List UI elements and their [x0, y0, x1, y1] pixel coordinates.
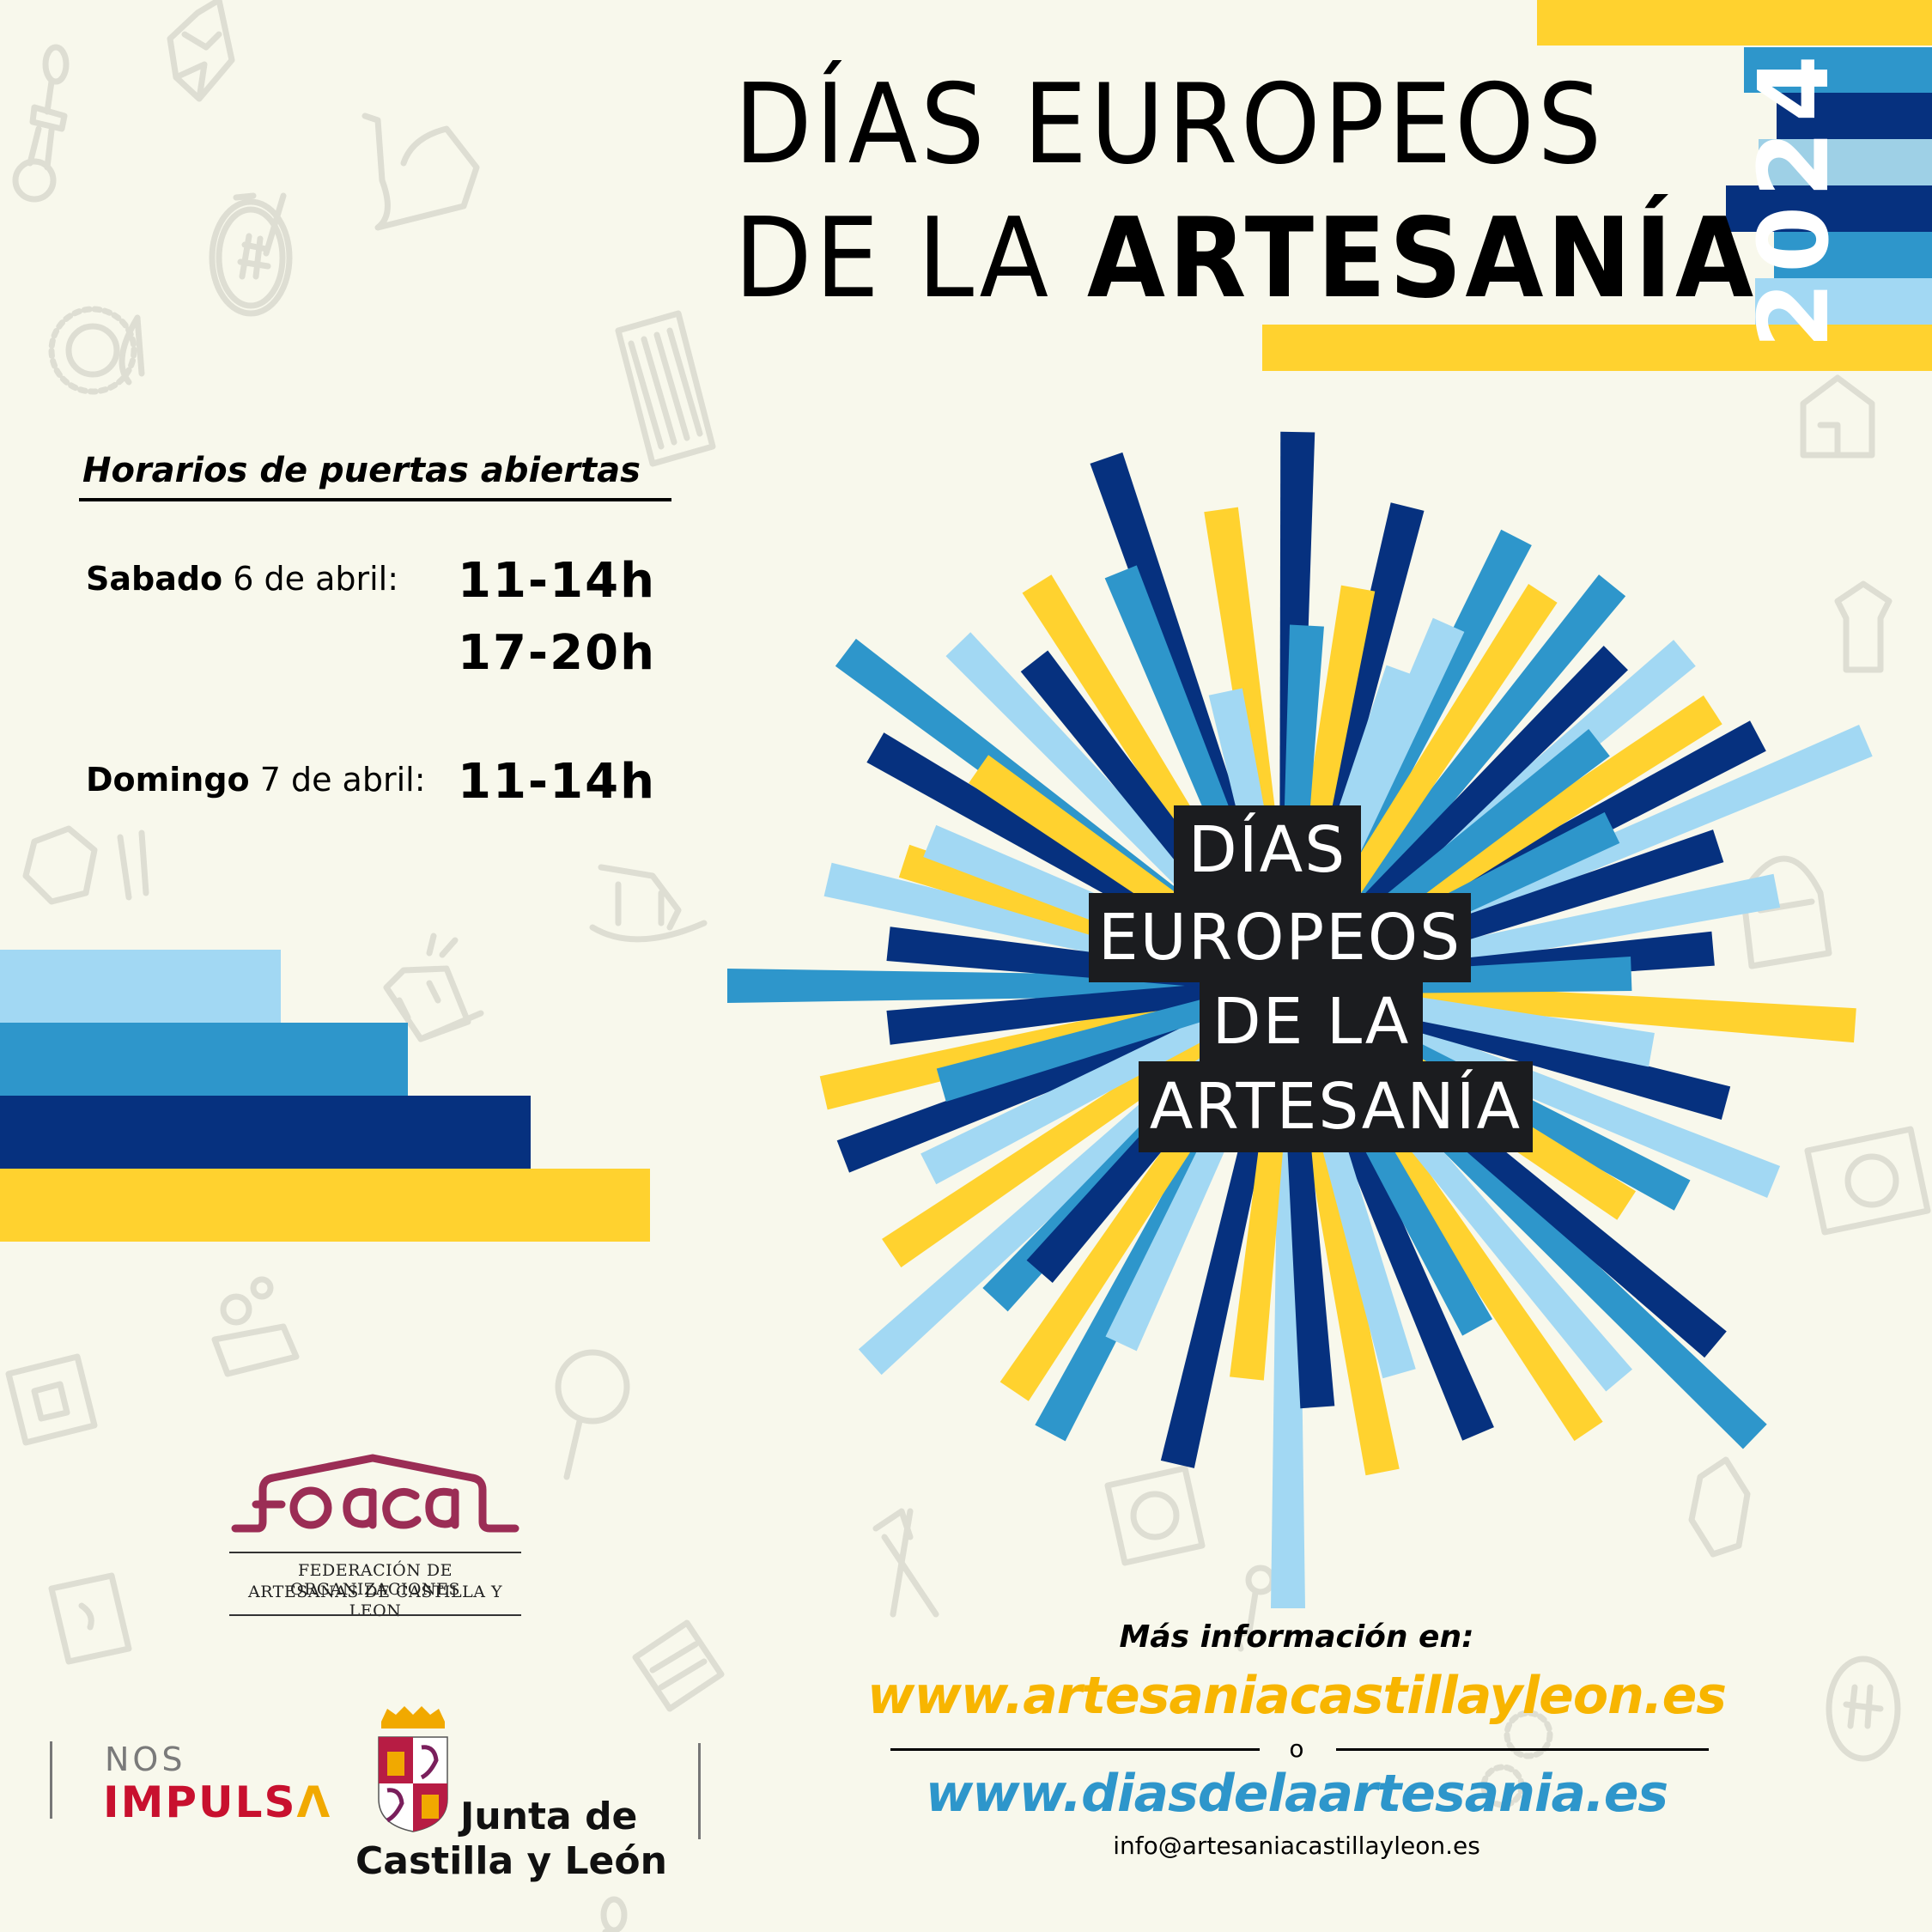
year-label: 2024 — [1739, 46, 1850, 349]
hammer-saw-icon — [872, 1508, 939, 1618]
sunday-date: 7 de abril: — [249, 761, 426, 799]
gem-icon — [167, 0, 235, 102]
burst-ray — [1281, 574, 1626, 992]
link-diasdelaartesania[interactable]: www.diasdelaartesania.es — [925, 1764, 1668, 1824]
soap-icon — [211, 1276, 300, 1377]
saturday-label: Sabado 6 de abril: — [86, 560, 398, 598]
brush-icon — [12, 44, 70, 203]
top-stripe-navy — [1777, 93, 1932, 139]
saturday-hours-2: 17-20h — [458, 625, 656, 681]
flower-bottom-icon — [1480, 1710, 1553, 1808]
burst-ray — [886, 977, 1290, 1045]
pottery-icon — [361, 112, 480, 231]
top-stripe-yellow-bottom — [1262, 325, 1932, 371]
camera-icon — [1804, 1126, 1931, 1236]
top-stripe-mid-blue-2 — [1774, 232, 1932, 278]
camera-bottom-icon — [1104, 1465, 1206, 1566]
impulsa-accent: Λ — [296, 1777, 332, 1827]
sunday-hours-1: 11-14h — [458, 754, 656, 810]
left-bar-yellow — [0, 1169, 650, 1242]
foacal-subtitle-1: FEDERACIÓN DE ORGANIZACIONES — [290, 1561, 460, 1599]
left-bar-mid — [0, 1023, 408, 1096]
schedule-heading: Horarios de puertas abiertas — [82, 451, 641, 490]
leather-icon — [22, 825, 149, 905]
junta-line2: Castilla y León — [355, 1839, 667, 1883]
foacal-rule-bottom — [229, 1614, 521, 1616]
page-title-line2: DE LA ARTESANÍA — [734, 204, 1757, 314]
divider-right — [698, 1743, 701, 1839]
sunday-day: Domingo — [86, 761, 250, 799]
separator-line-right — [1336, 1748, 1709, 1751]
sunday-label: Domingo 7 de abril: — [86, 761, 426, 799]
shirt-icon — [1834, 580, 1893, 673]
title-bold-part: ARTESANÍA — [1086, 195, 1757, 323]
email-link[interactable]: info@artesaniacastillayleon.es — [1113, 1832, 1480, 1860]
top-stripe-pale — [1759, 139, 1932, 185]
roof-outline-icon — [231, 1454, 519, 1533]
nos-impulsa-top: NOS — [105, 1741, 186, 1778]
saturday-day: Sabado — [86, 560, 223, 598]
junta-line1: Junta de — [460, 1795, 638, 1838]
burst-ray — [1287, 977, 1856, 1043]
link-artesaniacastillayleon[interactable]: www.artesaniacastillayleon.es — [867, 1666, 1727, 1726]
flower-stitch-icon — [48, 306, 145, 395]
schedule-heading-underline — [79, 498, 671, 501]
burst-ray — [920, 978, 1292, 1185]
top-stripe-mid-blue — [1744, 47, 1932, 93]
top-stripe-yellow — [1537, 0, 1932, 46]
badge-line-de-la: DE LA — [1200, 981, 1423, 1063]
magnifier-icon — [555, 1349, 630, 1480]
coat-of-arms-icon — [378, 1706, 448, 1832]
burst-ray — [882, 978, 1293, 1268]
top-stripe-light — [1755, 278, 1932, 325]
badge-line-dias: DÍAS — [1174, 805, 1361, 895]
divider-left — [50, 1741, 52, 1819]
scroll-icon — [48, 1572, 132, 1665]
house-right-icon — [1800, 374, 1875, 459]
embroidery-bottom-icon — [1826, 1656, 1901, 1762]
top-stripe-navy-2 — [1726, 185, 1932, 232]
embroidery-hoop-icon — [209, 192, 293, 317]
page-title-line1: DÍAS EUROPEOS — [734, 61, 1605, 189]
gem-bottom-icon — [1688, 1456, 1751, 1558]
saturday-hours-1: 11-14h — [458, 553, 656, 609]
badge-line-artesania: ARTESANÍA — [1139, 1061, 1533, 1152]
computer-3d-icon — [5, 1353, 98, 1446]
separator-line-left — [890, 1748, 1260, 1751]
saturday-date: 6 de abril: — [222, 560, 399, 598]
house-icon — [383, 933, 484, 1042]
foacal-logo — [231, 1454, 519, 1533]
impulsa-text: IMPULS — [103, 1777, 297, 1827]
rocking-horse-icon — [589, 864, 708, 943]
foacal-rule-top — [229, 1552, 521, 1553]
separator-or: o — [1289, 1735, 1304, 1763]
left-bar-light — [0, 950, 281, 1023]
nos-impulsa-bottom: IMPULSΛ — [103, 1777, 331, 1827]
badge-line-europeos: EUROPEOS — [1089, 893, 1471, 982]
brick-wall-icon — [632, 1619, 725, 1712]
loom-icon — [615, 310, 716, 467]
title-light-part: DE LA — [734, 195, 1087, 323]
more-info-heading: Más información en: — [1119, 1619, 1474, 1655]
left-bar-navy — [0, 1096, 531, 1169]
